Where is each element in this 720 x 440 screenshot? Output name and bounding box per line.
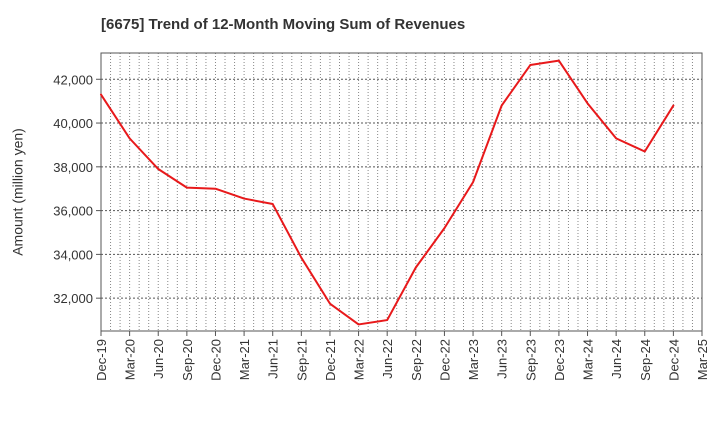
series-line	[100, 59, 675, 326]
x-tick-label: Jun-22	[380, 339, 395, 379]
x-tick-label: Dec-20	[208, 339, 223, 381]
x-tick-label: Dec-23	[552, 339, 567, 381]
y-tick-label: 34,000	[53, 247, 93, 262]
horizontal-gridlines	[101, 78, 702, 299]
x-tick-label: Mar-24	[581, 339, 596, 380]
y-tick-label: 32,000	[53, 291, 93, 306]
x-tick-label: Jun-20	[151, 339, 166, 379]
x-tick-label: Jun-21	[266, 339, 281, 379]
x-tick-label: Mar-21	[237, 339, 252, 380]
y-tick-label: 42,000	[53, 72, 93, 87]
x-tick-label: Jun-23	[495, 339, 510, 379]
x-tick-label: Jun-24	[609, 339, 624, 379]
x-tick-label: Dec-21	[323, 339, 338, 381]
series-layer	[100, 59, 675, 326]
x-tick-label: Mar-20	[123, 339, 138, 380]
x-tick-label: Sep-21	[294, 339, 309, 381]
y-tick-label: 38,000	[53, 160, 93, 175]
x-tick-label: Sep-22	[409, 339, 424, 381]
y-axis-label: Amount (million yen)	[10, 128, 26, 256]
y-axis-ticks: 32,000 34,000 36,000 38,000 40,000 42,000	[53, 72, 101, 306]
x-tick-label: Sep-20	[180, 339, 195, 381]
x-tick-label: Mar-22	[352, 339, 367, 380]
x-tick-label: Mar-25	[695, 339, 710, 380]
plot-frame	[100, 52, 703, 332]
x-tick-label: Dec-24	[666, 339, 681, 381]
chart-title: [6675] Trend of 12-Month Moving Sum of R…	[101, 16, 466, 33]
x-axis-ticks: Dec-19 Mar-20 Jun-20 Sep-20 Dec-20 Mar-21 Jun-…	[94, 331, 710, 381]
x-tick-label: Mar-23	[466, 339, 481, 380]
x-tick-label: Sep-23	[523, 339, 538, 381]
x-tick-label: Dec-19	[94, 339, 109, 381]
vertical-gridlines	[110, 53, 693, 331]
x-tick-label: Sep-24	[638, 339, 653, 381]
y-tick-label: 36,000	[53, 204, 93, 219]
x-tick-label: Dec-22	[437, 339, 452, 381]
y-tick-label: 40,000	[53, 116, 93, 131]
